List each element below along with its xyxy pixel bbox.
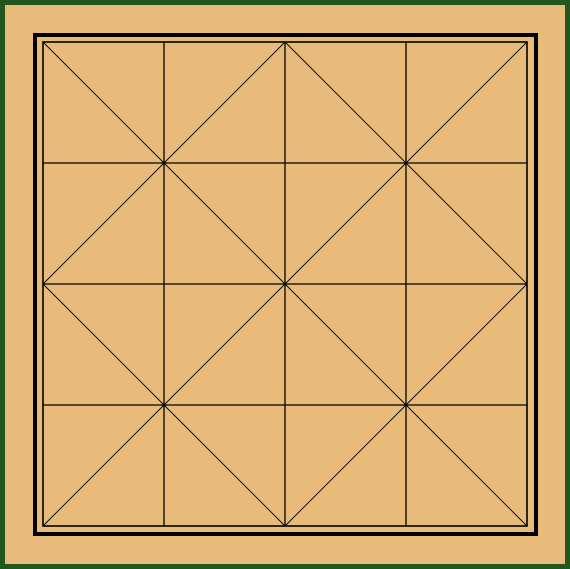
board-point[interactable] (150, 28, 178, 56)
board-point[interactable] (392, 149, 420, 177)
board-point[interactable] (29, 512, 57, 540)
board-point[interactable] (29, 391, 57, 419)
board-point[interactable] (392, 391, 420, 419)
board-point[interactable] (513, 149, 541, 177)
board-point[interactable] (150, 149, 178, 177)
board-point[interactable] (150, 391, 178, 419)
board-point[interactable] (150, 512, 178, 540)
board-point[interactable] (271, 149, 299, 177)
board-diagonal-line (406, 163, 527, 284)
board-diagonal-line (164, 284, 285, 405)
board-diagonal-line (285, 284, 406, 405)
board-diagonal-line (164, 405, 285, 526)
board-diagonal-line (43, 405, 164, 526)
board-point[interactable] (513, 391, 541, 419)
board-diagonal-line (406, 42, 527, 163)
board-diagonal-line (285, 405, 406, 526)
board-point[interactable] (271, 512, 299, 540)
board-diagonal-line (43, 284, 164, 405)
board-diagonal-line (406, 405, 527, 526)
board-point[interactable] (392, 28, 420, 56)
board-diagonal-line (164, 42, 285, 163)
board-diagonal-line (406, 284, 527, 405)
board-point[interactable] (392, 512, 420, 540)
board-point[interactable] (150, 270, 178, 298)
board-point[interactable] (29, 149, 57, 177)
board-diagonal-line (285, 163, 406, 284)
board-point[interactable] (29, 28, 57, 56)
board-point[interactable] (513, 512, 541, 540)
board-diagonal-line (285, 42, 406, 163)
board-diagonal-line (164, 163, 285, 284)
board-point[interactable] (513, 28, 541, 56)
board-point[interactable] (271, 28, 299, 56)
board-point[interactable] (271, 270, 299, 298)
board-diagonal-line (43, 42, 164, 163)
board-diagonal-line (43, 163, 164, 284)
board-point[interactable] (29, 270, 57, 298)
board-point[interactable] (513, 270, 541, 298)
board-point[interactable] (392, 270, 420, 298)
board-point[interactable] (271, 391, 299, 419)
